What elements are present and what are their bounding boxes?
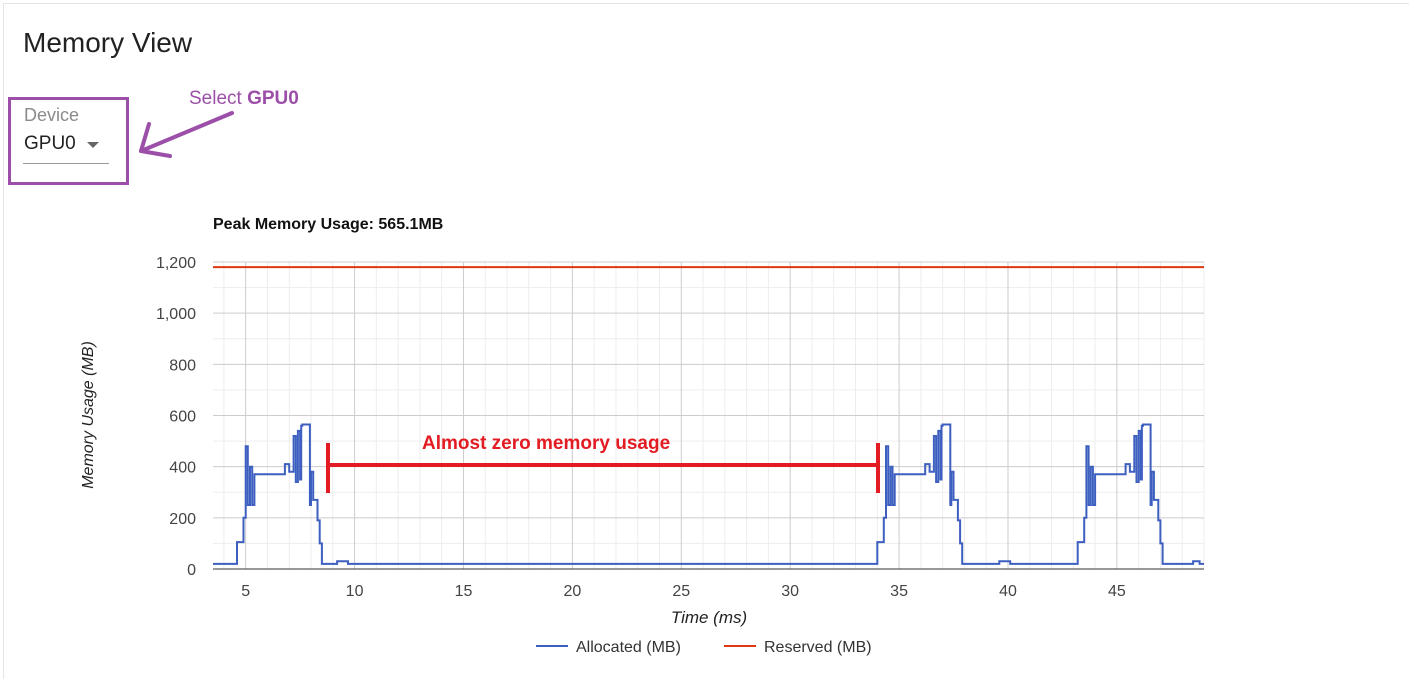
y-axis-ticks: 0 200 400 600 800 1,000 1,200	[156, 255, 196, 579]
memory-view-card	[3, 3, 1409, 679]
legend-label: Allocated (MB)	[576, 639, 681, 656]
y-tick-label: 0	[187, 562, 196, 579]
legend-item-allocated[interactable]: Allocated (MB)	[536, 639, 681, 656]
y-tick-label: 1,000	[156, 306, 196, 323]
grid-major	[213, 261, 1204, 569]
chevron-down-icon[interactable]	[87, 142, 99, 148]
x-axis-ticks: 5 10 15 20 25 30 35 40 45	[241, 583, 1126, 600]
chart-legend: Allocated (MB) Reserved (MB)	[536, 639, 872, 656]
x-tick-label: 10	[346, 583, 364, 600]
chart-title: Peak Memory Usage: 565.1MB	[213, 216, 443, 233]
y-tick-label: 400	[169, 460, 196, 477]
series-line-allocated	[213, 423, 1204, 565]
device-label: Device	[24, 105, 80, 125]
x-tick-label: 15	[455, 583, 473, 600]
x-tick-label: 35	[890, 583, 908, 600]
series-layer	[213, 266, 1204, 565]
x-tick-label: 40	[999, 583, 1017, 600]
device-highlight-box	[8, 97, 129, 185]
select-annotation-device: GPU0	[247, 88, 299, 109]
device-select-value: GPU0	[24, 133, 76, 154]
select-gpu-annotation: Select GPU0	[189, 88, 299, 110]
y-tick-label: 800	[169, 357, 196, 374]
x-tick-label: 25	[672, 583, 690, 600]
device-select[interactable]: GPU0	[23, 131, 109, 164]
x-tick-label: 30	[781, 583, 799, 600]
select-annotation-prefix: Select	[189, 88, 248, 109]
zero-usage-annotation: Almost zero memory usage	[422, 433, 670, 454]
x-tick-label: 20	[563, 583, 581, 600]
zero-usage-marker	[326, 443, 880, 493]
x-tick-label: 45	[1108, 583, 1126, 600]
legend-label: Reserved (MB)	[764, 639, 872, 656]
y-tick-label: 200	[169, 511, 196, 528]
legend-item-reserved[interactable]: Reserved (MB)	[724, 639, 872, 656]
y-axis-label: Memory Usage (MB)	[80, 341, 97, 489]
x-axis-label: Time (ms)	[671, 608, 747, 627]
y-tick-label: 1,200	[156, 255, 196, 272]
page-title: Memory View	[23, 27, 193, 58]
x-tick-label: 5	[241, 583, 250, 600]
y-tick-label: 600	[169, 409, 196, 426]
